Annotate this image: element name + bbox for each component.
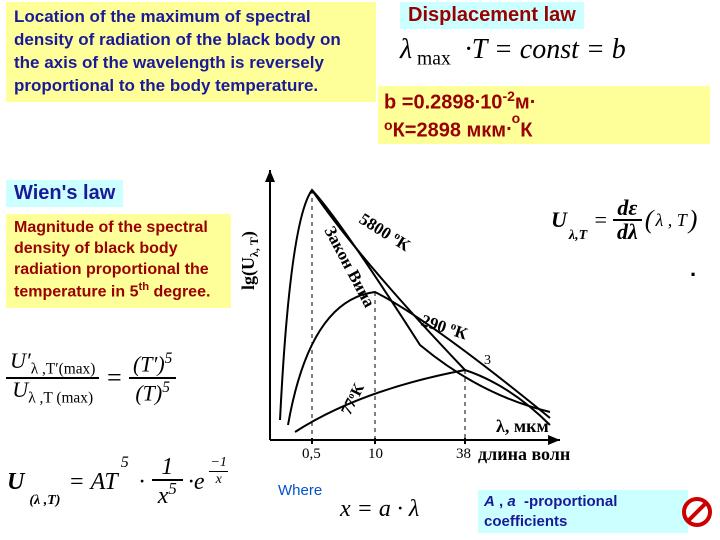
wiens-law-heading: Wien's law bbox=[6, 180, 123, 207]
formula-ratio: U′λ ,T′(max) = (T′)5 Uλ ,T (max) (T)5 bbox=[6, 350, 176, 406]
where-label: Where bbox=[278, 482, 322, 499]
svg-text:77oК: 77oК bbox=[338, 381, 368, 418]
displacement-law-text: Displacement law bbox=[408, 4, 576, 26]
svg-text:38: 38 bbox=[456, 446, 471, 462]
svg-text:3: 3 bbox=[484, 353, 491, 368]
svg-text:0,5: 0,5 bbox=[302, 446, 321, 462]
dot-artifact: . bbox=[690, 256, 696, 282]
b-constant-box: b =0.2898.10-2м. оК=2898 мкм.оК bbox=[378, 86, 710, 144]
displacement-law-heading: Displacement law bbox=[400, 2, 584, 29]
magnitude-box: Magnitude of the spectral density of bla… bbox=[6, 214, 231, 308]
formula-lambda-max: λ max ·T = const = b bbox=[400, 34, 626, 71]
law-description-text: Location of the maximum of spectral dens… bbox=[14, 7, 341, 95]
no-entry-icon bbox=[682, 497, 712, 532]
svg-text:lg(Uλ, T): lg(Uλ, T) bbox=[240, 231, 261, 290]
svg-text:290 oК: 290 oК bbox=[419, 311, 471, 344]
svg-text:λ, мкм: λ, мкм bbox=[496, 416, 549, 436]
wiens-law-text: Wien's law bbox=[14, 182, 115, 204]
wien-graph: 0,5 10 38 lg(Uλ, T) λ, мкм длина волны З… bbox=[240, 160, 570, 470]
svg-text:длина волны: длина волны bbox=[478, 444, 570, 464]
svg-text:5800 oК: 5800 oК bbox=[356, 209, 414, 255]
law-description-box: Location of the maximum of spectral dens… bbox=[6, 2, 376, 102]
formula-u-def: U λ,T = dε dλ ( λ , T ) bbox=[550, 196, 698, 244]
coefficients-box: A , a -proportional coefficients bbox=[478, 490, 688, 533]
formula-x-def: x = a · λ bbox=[340, 496, 419, 523]
svg-text:10: 10 bbox=[368, 446, 383, 462]
formula-u-at5: U (λ ,T) = AT 5 · 1 x5 ·e −1 x bbox=[6, 454, 229, 509]
